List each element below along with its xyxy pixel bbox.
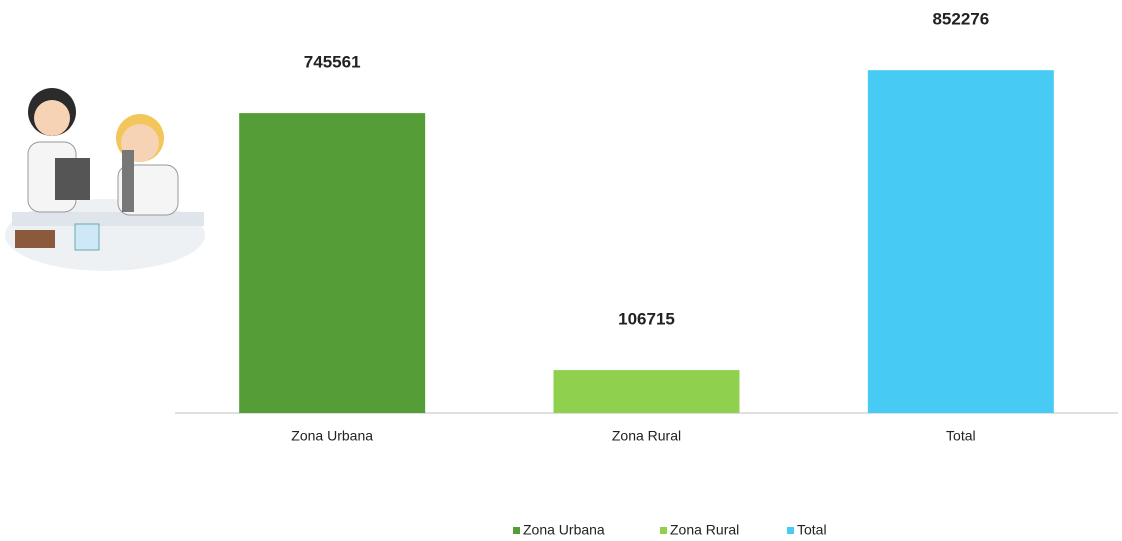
legend-swatch — [787, 527, 794, 534]
legend-label: Zona Urbana — [523, 522, 605, 538]
value-label: 745561 — [304, 53, 361, 72]
x-tick-label: Zona Urbana — [291, 428, 373, 444]
beaker — [74, 223, 100, 251]
face — [34, 100, 70, 136]
value-label: 106715 — [618, 310, 675, 329]
table — [12, 212, 204, 226]
rack — [15, 230, 55, 248]
legend-label: Zona Rural — [670, 522, 739, 538]
value-label: 852276 — [932, 10, 989, 29]
legend-swatch — [660, 527, 667, 534]
bar — [867, 70, 1054, 414]
microscope — [122, 150, 134, 212]
x-tick-label: Zona Rural — [612, 428, 681, 444]
legend-label: Total — [797, 522, 827, 538]
bar — [239, 113, 426, 413]
x-tick-label: Total — [946, 428, 976, 444]
clipboard — [55, 158, 90, 200]
legend-swatch — [513, 527, 520, 534]
bar — [553, 370, 740, 413]
illustration — [5, 88, 205, 271]
